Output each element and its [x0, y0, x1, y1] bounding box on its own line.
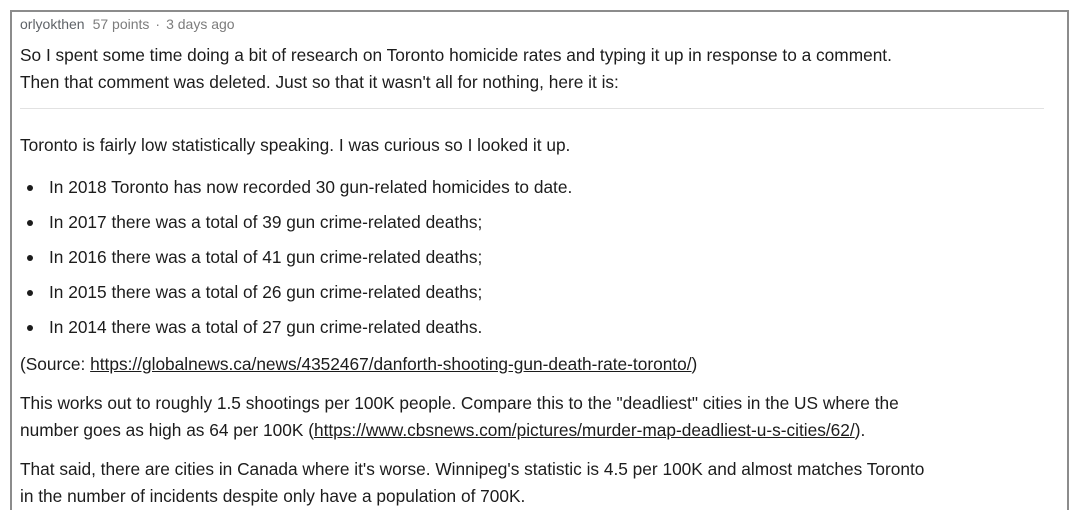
- source-line: (Source: https://globalnews.ca/news/4352…: [20, 351, 1060, 378]
- comment-card: orlyokthen 57 points · 3 days ago So I spen…: [10, 10, 1069, 510]
- compare-line-1: This works out to roughly 1.5 shootings …: [20, 393, 899, 413]
- canada-line-2: in the number of incidents despite only …: [20, 486, 526, 506]
- list-item: In 2016 there was a total of 41 gun crim…: [20, 244, 572, 279]
- comment-timestamp[interactable]: 3 days ago: [166, 16, 235, 32]
- comment-meta: orlyokthen 57 points · 3 days ago: [20, 16, 235, 32]
- list-item: In 2015 there was a total of 26 gun crim…: [20, 279, 572, 314]
- stats-list: In 2018 Toronto has now recorded 30 gun-…: [20, 174, 572, 349]
- comment-points: 57 points: [92, 16, 150, 32]
- divider: [20, 108, 1044, 109]
- list-item: In 2018 Toronto has now recorded 30 gun-…: [20, 174, 572, 209]
- intro-line-2: Then that comment was deleted. Just so t…: [20, 72, 619, 92]
- list-item: In 2017 there was a total of 39 gun crim…: [20, 209, 572, 244]
- cbsnews-link[interactable]: https://www.cbsnews.com/pictures/murder-…: [313, 420, 855, 440]
- canada-line-1: That said, there are cities in Canada wh…: [20, 459, 925, 479]
- comment-author-link[interactable]: orlyokthen: [20, 16, 85, 32]
- meta-separator: ·: [155, 16, 161, 32]
- intro-line-1: So I spent some time doing a bit of rese…: [20, 45, 892, 65]
- list-item: In 2014 there was a total of 27 gun crim…: [20, 314, 572, 349]
- source-prefix: (Source:: [20, 354, 91, 374]
- compare-prefix: number goes as high as 64 per 100K (: [20, 420, 314, 440]
- source-link[interactable]: https://globalnews.ca/news/4352467/danfo…: [90, 354, 692, 374]
- compare-suffix: ).: [854, 420, 866, 440]
- compare-line-2: number goes as high as 64 per 100K (http…: [20, 417, 1060, 444]
- source-suffix: ): [691, 354, 698, 374]
- body-lead: Toronto is fairly low statistically spea…: [20, 135, 571, 155]
